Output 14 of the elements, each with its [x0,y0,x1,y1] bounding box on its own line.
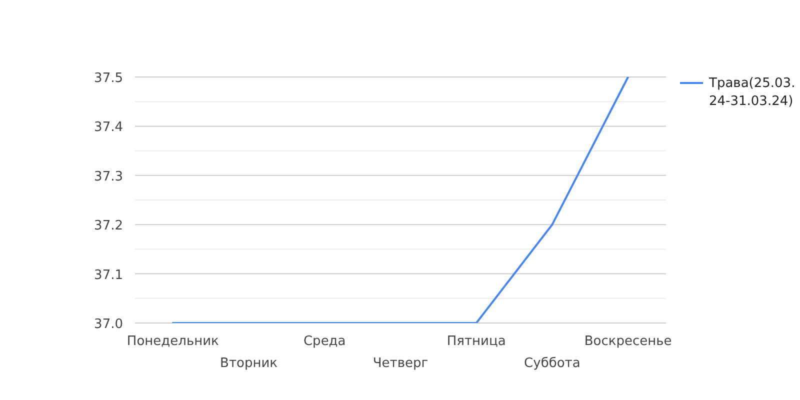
y-tick-label: 37.1 [94,268,123,283]
y-tick-label: 37.4 [94,120,123,136]
x-tick-label: Пятница [446,334,506,349]
x-tick-label: Понедельник [126,334,220,349]
y-tick-label: 37.0 [94,317,123,332]
y-tick-label: 37.2 [94,218,123,234]
x-tick-label: Воскресенье [584,334,672,349]
y-tick-label: 37.3 [94,169,123,184]
x-tick-label: Четверг [372,356,428,371]
x-tick-label: Среда [303,334,346,349]
x-tick-label: Вторник [220,356,278,371]
legend-label: Трава(25.03.24-31.03.24) [709,75,796,111]
x-tick-label: Суббота [524,356,580,371]
y-tick-label: 37.5 [94,71,123,86]
